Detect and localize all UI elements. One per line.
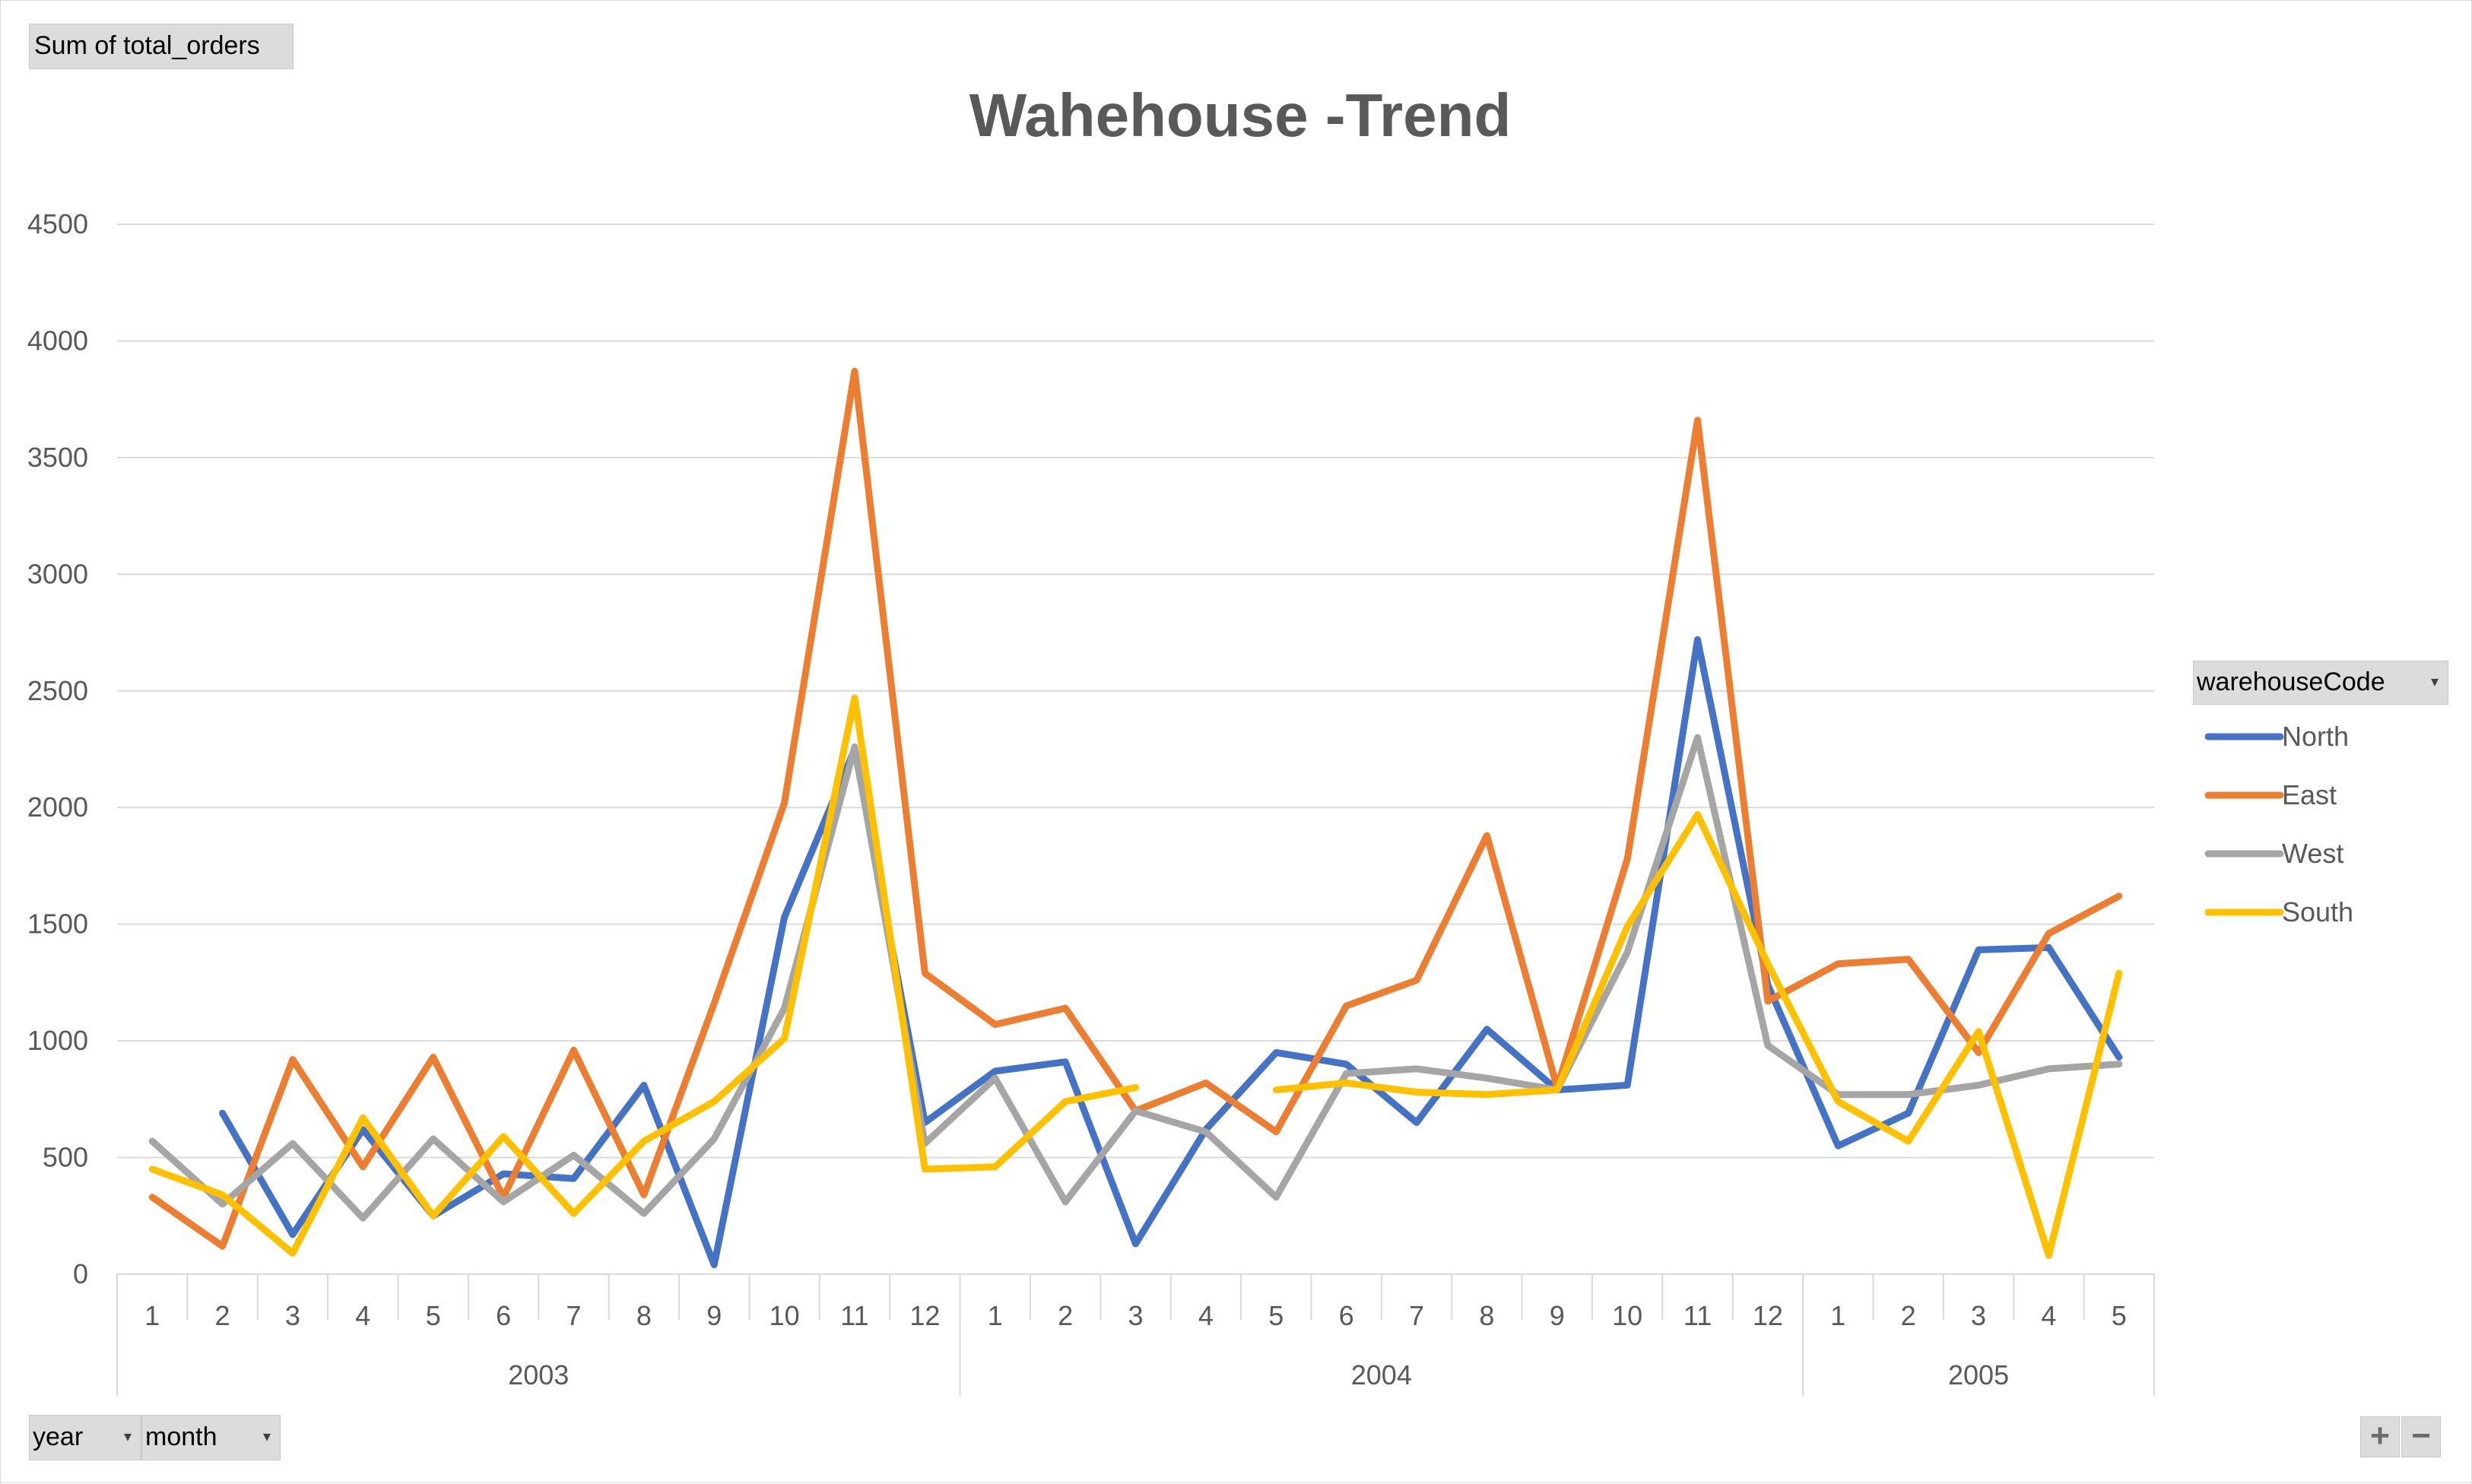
- y-tick-label: 2500: [27, 675, 88, 706]
- y-tick-label: 4500: [27, 208, 88, 239]
- series-lines: [148, 367, 2123, 1269]
- x-tick-label: 4: [1198, 1300, 1214, 1331]
- y-tick-label: 1500: [27, 908, 88, 940]
- x-tick-label: 1: [144, 1300, 160, 1331]
- x-group-label: 2005: [1948, 1359, 2009, 1390]
- x-tick-label: 11: [1683, 1300, 1712, 1331]
- expand-field-button[interactable]: +: [2360, 1416, 2400, 1457]
- y-tick-label: 4000: [27, 325, 88, 356]
- x-tick-label: 9: [1550, 1300, 1565, 1331]
- x-tick-label: 5: [426, 1300, 441, 1331]
- x-tick-label: 10: [770, 1300, 800, 1331]
- legend-label: East: [2282, 779, 2337, 810]
- y-tick-label: 500: [43, 1142, 88, 1173]
- month-field-label: month: [145, 1422, 217, 1451]
- x-tick-label: 5: [1268, 1300, 1284, 1331]
- x-tick-label: 4: [355, 1300, 370, 1331]
- dropdown-arrow-icon: ▾: [2430, 674, 2439, 690]
- x-tick-label: 3: [1128, 1300, 1143, 1331]
- x-tick-label: 2: [1901, 1300, 1916, 1331]
- year-field-label: year: [33, 1422, 84, 1451]
- y-tick-label: 0: [73, 1258, 88, 1289]
- x-tick-label: 1: [1830, 1300, 1845, 1331]
- series-line-north: [219, 636, 2123, 1269]
- x-tick-label: 7: [1409, 1300, 1424, 1331]
- x-tick-label: 6: [1339, 1300, 1354, 1331]
- x-tick-label: 6: [496, 1300, 511, 1331]
- x-tick-label: 2: [1058, 1300, 1073, 1331]
- x-tick-label: 8: [636, 1300, 652, 1331]
- legend-label: South: [2282, 896, 2353, 928]
- legend: North East West South: [2204, 721, 2353, 928]
- y-tick-label: 1000: [27, 1025, 88, 1056]
- legend-label: West: [2282, 838, 2343, 869]
- y-tick-label: 3500: [27, 442, 88, 473]
- legend-field-button[interactable]: warehouseCode ▾: [2193, 661, 2448, 705]
- y-axis: 0 500 1000 1500 2000 2500 3000 3500 4000 4500: [27, 208, 88, 1289]
- legend-label: North: [2282, 721, 2349, 752]
- x-group-label: 2003: [508, 1359, 569, 1390]
- collapse-field-button[interactable]: −: [2401, 1416, 2441, 1457]
- x-tick-label: 9: [706, 1300, 722, 1331]
- x-tick-label: 3: [1971, 1300, 1986, 1331]
- legend-field-label: warehouseCode: [2197, 667, 2385, 696]
- y-tick-label: 3000: [27, 558, 88, 589]
- x-tick-label: 3: [285, 1300, 300, 1331]
- dropdown-arrow-icon: ▾: [262, 1429, 271, 1445]
- series-line-south: [1272, 810, 2123, 1259]
- x-tick-label: 7: [566, 1300, 581, 1331]
- series-line-south: [148, 694, 1139, 1257]
- x-tick-label: 10: [1612, 1300, 1642, 1331]
- y-tick-label: 2000: [27, 791, 88, 823]
- x-tick-label: 4: [2041, 1300, 2056, 1331]
- x-tick-label: 12: [909, 1300, 940, 1331]
- x-tick-label: 8: [1479, 1300, 1494, 1331]
- gridlines: [117, 224, 2154, 1275]
- x-tick-label: 5: [2112, 1300, 2127, 1331]
- x-tick-label: 11: [840, 1300, 868, 1331]
- year-field-button[interactable]: year ▾: [29, 1415, 141, 1460]
- x-tick-label: 2: [215, 1300, 230, 1331]
- month-field-button[interactable]: month ▾: [141, 1415, 281, 1460]
- x-tick-label: 1: [988, 1300, 1003, 1331]
- dropdown-arrow-icon: ▾: [123, 1429, 132, 1445]
- x-group-label: 2004: [1351, 1359, 1412, 1390]
- series-line-west: [148, 734, 2123, 1222]
- chart-title: Wahehouse -Trend: [969, 81, 1512, 149]
- value-field-button[interactable]: Sum of total_orders: [29, 24, 294, 69]
- x-tick-label: 12: [1753, 1300, 1783, 1331]
